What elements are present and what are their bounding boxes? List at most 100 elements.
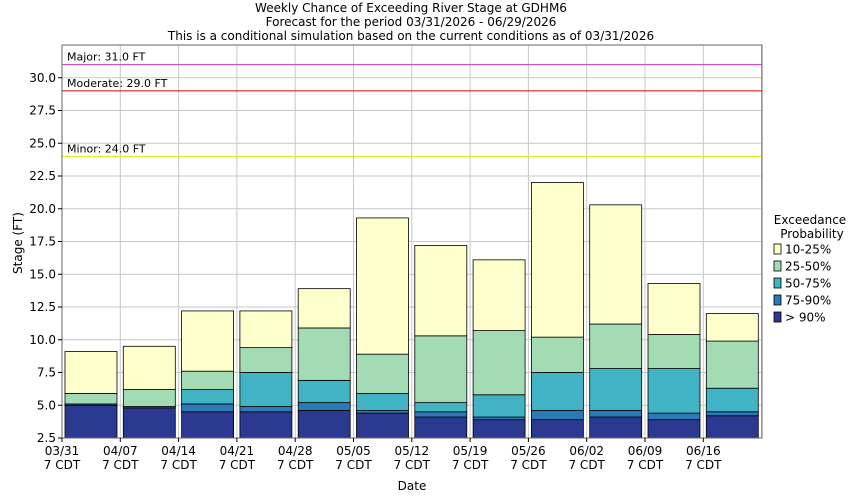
x-axis-label: Date <box>398 479 427 493</box>
bar-segment <box>531 336 584 373</box>
bar-segment <box>589 410 643 418</box>
bar-segment <box>647 283 701 335</box>
bar-segment <box>414 416 468 439</box>
bar-segment <box>531 182 584 338</box>
bar-segment <box>531 372 584 411</box>
bar-segment <box>122 389 176 407</box>
bars <box>64 182 759 439</box>
x-tick-label-date: 05/26 <box>511 444 546 458</box>
bar-segment <box>705 411 759 417</box>
chart-title-line-1: Weekly Chance of Exceeding River Stage a… <box>255 1 567 15</box>
bar-segment <box>297 327 351 381</box>
bar-segment <box>647 412 701 421</box>
bar-segment <box>356 412 409 439</box>
bar-segment <box>705 313 759 342</box>
legend-title-line-2: Probability <box>780 227 843 241</box>
bar-segment <box>64 351 118 394</box>
legend-label: 50-75% <box>785 277 831 291</box>
x-tick-label-date: 06/02 <box>569 444 604 458</box>
threshold-label: Major: 31.0 FT <box>67 51 146 64</box>
bar-segment <box>181 370 235 390</box>
bar-segment <box>472 259 526 331</box>
bar-segment <box>181 389 235 405</box>
bar-segment <box>531 410 584 421</box>
y-axis-label: Stage (FT) <box>11 212 25 274</box>
x-tick-label-time: 7 CDT <box>685 458 722 472</box>
x-tick-label-date: 05/12 <box>395 444 430 458</box>
x-tick-label-time: 7 CDT <box>44 458 81 472</box>
bar-segment <box>356 353 409 394</box>
y-tick-label: 30.0 <box>29 71 56 85</box>
legend-swatch <box>773 294 782 306</box>
threshold-label: Minor: 24.0 FT <box>67 142 146 155</box>
legend-label: 25-50% <box>785 260 831 274</box>
y-axis-ticks: 2.5 5.0 7.5 10.0 12.5 15.0 17.5 20.0 22.5 25.0 27.… <box>29 71 62 445</box>
bar-segment <box>472 330 526 396</box>
x-tick-label-time: 7 CDT <box>452 458 489 472</box>
x-tick-label-date: 04/21 <box>220 444 255 458</box>
bar-segment <box>239 411 293 439</box>
bar-segment <box>589 204 643 325</box>
legend-swatch <box>773 260 782 272</box>
x-tick-label-date: 06/09 <box>628 444 663 458</box>
bar-segment <box>64 393 118 405</box>
bar-segment <box>122 345 176 390</box>
bar-segment <box>531 419 584 439</box>
bar-segment <box>589 416 643 439</box>
bar-segment <box>356 393 409 411</box>
bar-segment <box>472 419 526 439</box>
x-tick-label-time: 7 CDT <box>160 458 197 472</box>
bar-segment <box>705 415 759 439</box>
bar-segment <box>239 347 293 373</box>
x-tick-label-date: 05/19 <box>453 444 488 458</box>
legend-swatch <box>773 243 782 255</box>
y-tick-label: 2.5 <box>37 431 56 445</box>
x-tick-label-time: 7 CDT <box>102 458 139 472</box>
legend-items: 10-25% 25-50% 50-75% 75-90% > 90% <box>773 243 831 325</box>
chart-title-line-3: This is a conditional simulation based o… <box>167 29 654 43</box>
bar-segment <box>705 387 759 413</box>
x-tick-label-time: 7 CDT <box>219 458 256 472</box>
y-tick-label: 12.5 <box>29 300 56 314</box>
bar-segment <box>239 406 293 413</box>
y-tick-label: 10.0 <box>29 333 56 347</box>
y-tick-label: 17.5 <box>29 235 56 249</box>
bar-segment <box>414 402 468 413</box>
x-tick-label-time: 7 CDT <box>277 458 314 472</box>
bar-segment <box>297 379 351 404</box>
bar-segment <box>589 323 643 369</box>
x-tick-label-date: 06/16 <box>686 444 721 458</box>
legend-label: 10-25% <box>785 243 831 257</box>
y-tick-label: 25.0 <box>29 136 56 150</box>
bar-segment <box>414 245 468 337</box>
chart-title-line-2: Forecast for the period 03/31/2026 - 06/… <box>266 15 557 29</box>
bar-segment <box>705 340 759 389</box>
legend-swatch <box>773 311 782 323</box>
legend-label: > 90% <box>785 311 826 325</box>
legend: Exceedance Probability 10-25% 25-50% 50-75… <box>773 213 846 325</box>
bar-segment <box>239 310 293 349</box>
bar-segment <box>472 394 526 418</box>
legend-label: 75-90% <box>785 294 831 308</box>
bar-segment <box>181 403 235 413</box>
threshold-lines: Major: 31.0 FT Moderate: 29.0 FT Minor: 24… <box>62 51 762 157</box>
x-tick-label-date: 04/07 <box>103 444 138 458</box>
bar-segment <box>356 217 409 355</box>
bar-segment <box>64 404 118 439</box>
bar-segment <box>414 411 468 418</box>
bar-segment <box>122 407 176 439</box>
bar-segment <box>647 368 701 414</box>
bar-segment <box>589 368 643 411</box>
grid <box>61 45 763 439</box>
bar-segment <box>297 410 351 439</box>
bar-segment <box>297 402 351 411</box>
y-tick-label: 7.5 <box>37 366 56 380</box>
bar-segment <box>414 335 468 404</box>
x-tick-label-time: 7 CDT <box>510 458 547 472</box>
x-tick-label-time: 7 CDT <box>335 458 372 472</box>
bar-segment <box>647 419 701 439</box>
x-tick-label-date: 05/05 <box>336 444 371 458</box>
legend-title-line-1: Exceedance <box>774 213 846 227</box>
